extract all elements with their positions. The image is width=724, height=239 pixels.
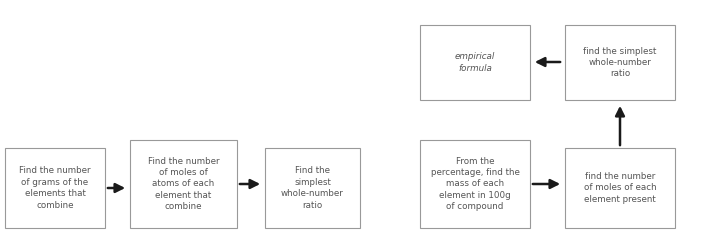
Bar: [130, 140, 237, 228]
Bar: [565, 25, 675, 100]
Text: From the
percentage, find the
mass of each
element in 100g
of compound: From the percentage, find the mass of ea…: [431, 157, 519, 212]
Text: find the number
of moles of each
element present: find the number of moles of each element…: [584, 172, 657, 204]
Text: Find the number
of moles of
atoms of each
element that
combine: Find the number of moles of atoms of eac…: [148, 157, 219, 212]
Bar: [420, 25, 530, 100]
Bar: [565, 148, 675, 228]
Bar: [265, 148, 360, 228]
Bar: [5, 148, 105, 228]
Text: empirical
formula: empirical formula: [455, 52, 495, 73]
Text: Find the
simplest
whole-number
ratio: Find the simplest whole-number ratio: [281, 166, 344, 210]
Bar: [420, 140, 530, 228]
Text: find the simplest
whole-number
ratio: find the simplest whole-number ratio: [584, 47, 657, 78]
Text: Find the number
of grams of the
elements that
combine: Find the number of grams of the elements…: [20, 166, 90, 210]
